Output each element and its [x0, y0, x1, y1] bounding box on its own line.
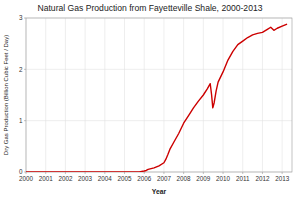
grid — [26, 18, 292, 172]
x-tick-label: 2009 — [196, 175, 211, 182]
y-tick-label: 0 — [19, 168, 23, 175]
x-tick — [144, 172, 145, 174]
x-tick-label: 2004 — [98, 175, 113, 182]
x-tick-label: 2002 — [58, 175, 73, 182]
x-tick-label: 2000 — [19, 175, 34, 182]
x-tick-label: 2003 — [78, 175, 93, 182]
y-tick — [24, 120, 26, 121]
x-tick — [223, 172, 224, 174]
x-grid-line — [183, 18, 184, 172]
x-tick — [282, 172, 283, 174]
x-grid-line — [262, 18, 263, 172]
x-grid-line — [124, 18, 125, 172]
x-tick — [262, 172, 263, 174]
y-axis-label: Dry Gas Production (Billion Cubic Feet /… — [3, 35, 9, 155]
x-grid-line — [163, 18, 164, 172]
x-tick-label: 2006 — [137, 175, 152, 182]
x-grid-line — [223, 18, 224, 172]
y-tick-label: 3 — [19, 14, 23, 21]
x-tick — [104, 172, 105, 174]
y-tick — [24, 18, 26, 19]
y-tick-label: 1 — [19, 117, 23, 124]
y-tick — [24, 69, 26, 70]
plot-area — [26, 24, 287, 172]
x-tick — [163, 172, 164, 174]
x-tick-label: 2011 — [236, 175, 250, 182]
x-tick-label: 2005 — [118, 175, 133, 182]
x-grid-line — [45, 18, 46, 172]
y-grid-line — [26, 69, 292, 70]
x-grid-line — [65, 18, 66, 172]
y-tick-label: 2 — [19, 66, 23, 73]
y-grid-line — [26, 120, 292, 121]
x-tick-label: 2010 — [216, 175, 231, 182]
x-tick — [85, 172, 86, 174]
x-tick-label: 2012 — [255, 175, 270, 182]
plot-frame — [26, 18, 292, 172]
x-tick — [183, 172, 184, 174]
y-tick — [24, 172, 26, 173]
x-tick — [203, 172, 204, 174]
x-tick-label: 2008 — [177, 175, 192, 182]
x-tick — [242, 172, 243, 174]
data-line — [26, 24, 287, 172]
chart: 2000 2001 2002 2003 2004 2005 2006 2007 2008 2009… — [0, 0, 300, 198]
x-tick-label: 2007 — [157, 175, 172, 182]
ticks: 2000 2001 2002 2003 2004 2005 2006 2007 2008 2009… — [19, 14, 290, 182]
x-tick — [45, 172, 46, 174]
x-tick — [124, 172, 125, 174]
x-grid-line — [144, 18, 145, 172]
x-grid-line — [282, 18, 283, 172]
title: Natural Gas Production from Fayetteville… — [38, 3, 263, 13]
x-grid-line — [85, 18, 86, 172]
x-tick — [65, 172, 66, 174]
x-axis-label: Year — [152, 188, 167, 195]
x-tick-label: 2013 — [275, 175, 290, 182]
x-grid-line — [104, 18, 105, 172]
x-tick-label: 2001 — [39, 175, 54, 182]
